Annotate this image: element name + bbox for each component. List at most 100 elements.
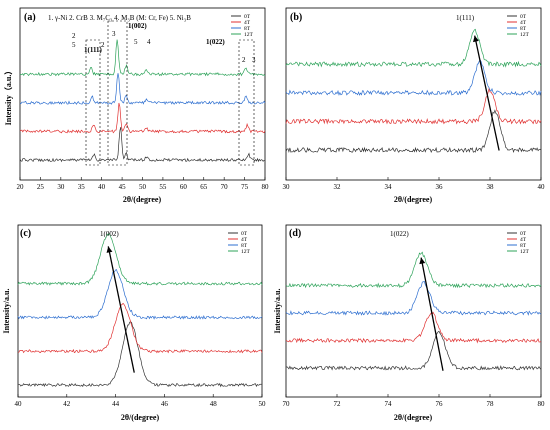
panel-d-label: (d) xyxy=(289,228,301,239)
annotation-a-2a: 2 xyxy=(72,32,76,40)
annotation-111: 1(111) xyxy=(84,46,103,54)
legend-label-8T: 8T xyxy=(241,243,248,249)
panel-d-xlabel: 2θ/(degree) xyxy=(394,413,433,422)
annotation-b-111: 1(111) xyxy=(456,14,475,22)
xtick-label: 75 xyxy=(241,183,249,191)
annotation-a-5b: 5 xyxy=(134,38,138,46)
annotation-002: 1(002) xyxy=(128,22,147,30)
series-line-8T xyxy=(17,269,263,320)
xtick-label: 65 xyxy=(200,183,208,191)
annotation-a-4: 4 xyxy=(147,38,151,46)
peak-shift-arrowhead xyxy=(473,35,479,43)
panel-a-xticks: 20 25 30 35 40 45 50 55 60 65 70 75 80 xyxy=(17,177,270,191)
legend-label-0T: 0T xyxy=(520,14,527,20)
annotation-d-022: 1(022) xyxy=(390,230,409,238)
xtick-label: 40 xyxy=(98,183,106,191)
legend-label-12T: 12T xyxy=(244,32,254,38)
annotation-022: 1(022) xyxy=(206,38,225,46)
legend-label-12T: 12T xyxy=(241,249,251,255)
panel-a-ylabel: Intensity（a.u.） xyxy=(3,67,13,126)
series-line-0T xyxy=(19,127,265,163)
xtick-label: 70 xyxy=(283,400,291,408)
series-line-8T xyxy=(285,59,542,96)
series-line-4T xyxy=(285,311,542,344)
xtick-label: 42 xyxy=(63,400,71,408)
xtick-label: 70 xyxy=(221,183,229,191)
panel-d-ylabel: Intensity/a.u. xyxy=(273,289,282,334)
series-line-0T xyxy=(285,330,542,371)
xtick-label: 25 xyxy=(37,183,45,191)
series-line-8T xyxy=(19,73,266,106)
annotation-a-2c: 2 xyxy=(242,56,246,64)
peak-shift-arrow xyxy=(107,246,135,373)
panel-d-series xyxy=(285,251,542,371)
xtick-label: 36 xyxy=(436,183,444,191)
xtick-label: 45 xyxy=(119,183,127,191)
legend-label-4T: 4T xyxy=(520,237,527,243)
panel-a: (a) 1. γ-Ni 2. CrB 3. M₇C₃ 4. M₃B (M: Cr… xyxy=(3,7,270,204)
xtick-label: 80 xyxy=(538,400,546,408)
xtick-label: 46 xyxy=(161,400,169,408)
panel-a-guides xyxy=(85,20,255,166)
xtick-label: 55 xyxy=(159,183,167,191)
panel-b-label: (b) xyxy=(290,12,302,23)
series-line-4T xyxy=(17,302,263,354)
panel-d: (d) 1(022) 70 72 74 76 78 80 2θ/(degree) Inte… xyxy=(273,224,546,422)
peak-shift-arrowhead xyxy=(419,257,426,265)
peak-shift-arrow xyxy=(474,35,500,151)
panel-b-xticks: 30 32 34 36 38 40 xyxy=(283,177,546,191)
legend-label-12T: 12T xyxy=(520,249,530,255)
series-line-0T xyxy=(17,321,263,388)
xtick-label: 50 xyxy=(139,183,147,191)
annotation-a-5a: 5 xyxy=(72,41,76,49)
annotation-c-002: 1(002) xyxy=(100,230,119,238)
legend-label-8T: 8T xyxy=(244,26,251,32)
legend-label-12T: 12T xyxy=(520,32,530,38)
xtick-label: 78 xyxy=(487,400,495,408)
xtick-label: 44 xyxy=(112,400,120,408)
panel-a-label: (a) xyxy=(24,12,36,23)
panel-c-ylabel: Intensity/a.u. xyxy=(2,289,11,334)
panel-b-series xyxy=(285,28,542,154)
panel-a-series xyxy=(19,39,266,163)
series-line-4T xyxy=(19,102,266,134)
legend-label-8T: 8T xyxy=(520,26,527,32)
annotation-a-3a: 3 xyxy=(112,30,116,38)
xtick-label: 20 xyxy=(17,183,25,191)
panel-a-frame xyxy=(19,7,266,181)
xtick-label: 76 xyxy=(436,400,444,408)
series-line-12T xyxy=(285,251,542,289)
panel-c-xticks: 40 42 44 46 48 50 xyxy=(15,394,267,408)
phase-legend: 1. γ-Ni 2. CrB 3. M₇C₃ 4. M₃B (M: Cr, Fe… xyxy=(48,14,191,22)
xtick-label: 72 xyxy=(334,400,342,408)
annotation-a-2b: 2 xyxy=(101,41,105,49)
legend-label-4T: 4T xyxy=(244,20,251,26)
panel-d-xticks: 70 72 74 76 78 80 xyxy=(283,394,546,408)
panel-b-xlabel: 2θ/(degree) xyxy=(394,195,433,204)
panel-c: (c) 1(002) 40 42 44 46 48 50 2θ/(degree) Inte… xyxy=(2,224,267,422)
panel-c-label: (c) xyxy=(20,228,31,239)
xtick-label: 50 xyxy=(259,400,267,408)
xtick-label: 40 xyxy=(15,400,23,408)
legend-label-0T: 0T xyxy=(244,14,251,20)
xtick-label: 48 xyxy=(210,400,218,408)
series-line-12T xyxy=(19,39,266,77)
series-line-4T xyxy=(285,87,542,125)
guide-box-111 xyxy=(85,39,101,166)
series-line-12T xyxy=(17,232,263,286)
xtick-label: 35 xyxy=(78,183,86,191)
panel-d-frame xyxy=(285,224,542,398)
panel-c-frame xyxy=(17,224,263,398)
xtick-label: 40 xyxy=(538,183,546,191)
legend-label-4T: 4T xyxy=(520,20,527,26)
annotation-a-3b: 3 xyxy=(252,56,256,64)
legend-label-0T: 0T xyxy=(520,231,527,237)
panel-c-series xyxy=(17,232,263,388)
xtick-label: 32 xyxy=(334,183,342,191)
xtick-label: 80 xyxy=(262,183,270,191)
